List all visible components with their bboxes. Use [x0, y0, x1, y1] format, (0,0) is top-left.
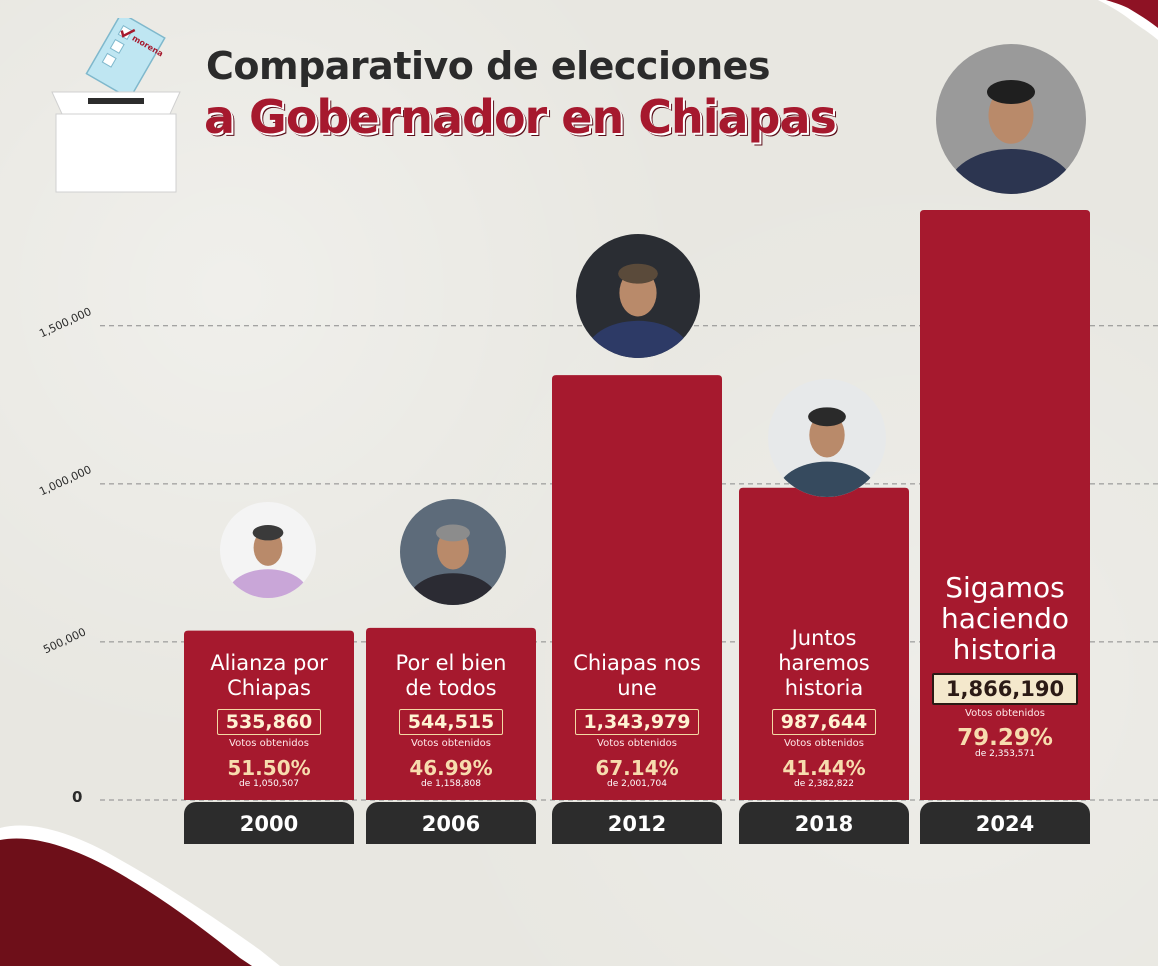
bar-text-2018: Juntos haremos historia 987,644 Votos obte…: [739, 626, 909, 789]
chart-title-line1: Comparativo de elecciones: [206, 44, 771, 88]
bar-total: de 2,382,822: [794, 779, 854, 789]
torn-paper-bottom: [0, 825, 280, 966]
bar-2006: [366, 627, 536, 800]
bar-votes-value: 987,644: [771, 709, 877, 735]
candidate-photo-2012: [576, 234, 700, 358]
bar-text-2006: Por el bien de todos 544,515 Votos obtenid…: [366, 651, 536, 789]
bar-slogan: Juntos haremos historia: [778, 626, 870, 700]
bar-percent: 79.29%: [957, 725, 1053, 751]
bar-votes-label: Votos obtenidos: [411, 738, 491, 749]
x-tick-label-2006: 2006: [366, 802, 536, 844]
candidate-photo-2006: [400, 499, 506, 605]
chart-title-line2: a Gobernador en Chiapas: [204, 90, 837, 144]
bar-slogan: Sigamos haciendo historia: [941, 571, 1069, 666]
bar-votes-label: Votos obtenidos: [784, 738, 864, 749]
bar-total: de 2,001,704: [607, 779, 667, 789]
bar-percent: 67.14%: [595, 756, 679, 780]
candidate-photo-2018: [768, 379, 886, 497]
x-tick-label-2024: 2024: [920, 802, 1090, 844]
torn-paper-corner: [1098, 0, 1158, 40]
bar-votes-value: 544,515: [398, 709, 504, 735]
x-tick-label-2012: 2012: [552, 802, 722, 844]
bar-slogan: Alianza por Chiapas: [210, 651, 328, 700]
bar-votes-label: Votos obtenidos: [597, 738, 677, 749]
bar-text-2024: Sigamos haciendo historia 1,866,190 Votos …: [920, 572, 1090, 759]
candidate-photo-2024: [936, 44, 1086, 194]
bar-votes-label: Votos obtenidos: [965, 708, 1045, 719]
y-tick-label: 0: [72, 788, 83, 806]
x-tick-label-2018: 2018: [739, 802, 909, 844]
bar-2018: [739, 487, 909, 800]
bar-percent: 51.50%: [227, 756, 311, 780]
bar-votes-value: 535,860: [216, 709, 322, 735]
bar-percent: 46.99%: [409, 756, 493, 780]
bar-text-2000: Alianza por Chiapas 535,860 Votos obtenido…: [184, 651, 354, 789]
bar-2000: [184, 630, 354, 800]
bar-votes-value: 1,866,190: [931, 673, 1079, 705]
bar-total: de 1,050,507: [239, 779, 299, 789]
bar-votes-label: Votos obtenidos: [229, 738, 309, 749]
bar-2012: [552, 375, 722, 800]
x-tick-label-2000: 2000: [184, 802, 354, 844]
bar-2024: [920, 210, 1090, 800]
bar-total: de 2,353,571: [975, 749, 1035, 759]
bar-total: de 1,158,808: [421, 779, 481, 789]
ballot-box-icon: morena: [51, 18, 181, 193]
bar-text-2012: Chiapas nos une 1,343,979 Votos obtenidos 6…: [552, 651, 722, 789]
bar-percent: 41.44%: [782, 756, 866, 780]
candidate-photo-2000: [220, 502, 316, 598]
bar-votes-value: 1,343,979: [574, 709, 700, 735]
bar-slogan: Por el bien de todos: [395, 651, 507, 700]
bar-slogan: Chiapas nos une: [573, 651, 701, 700]
